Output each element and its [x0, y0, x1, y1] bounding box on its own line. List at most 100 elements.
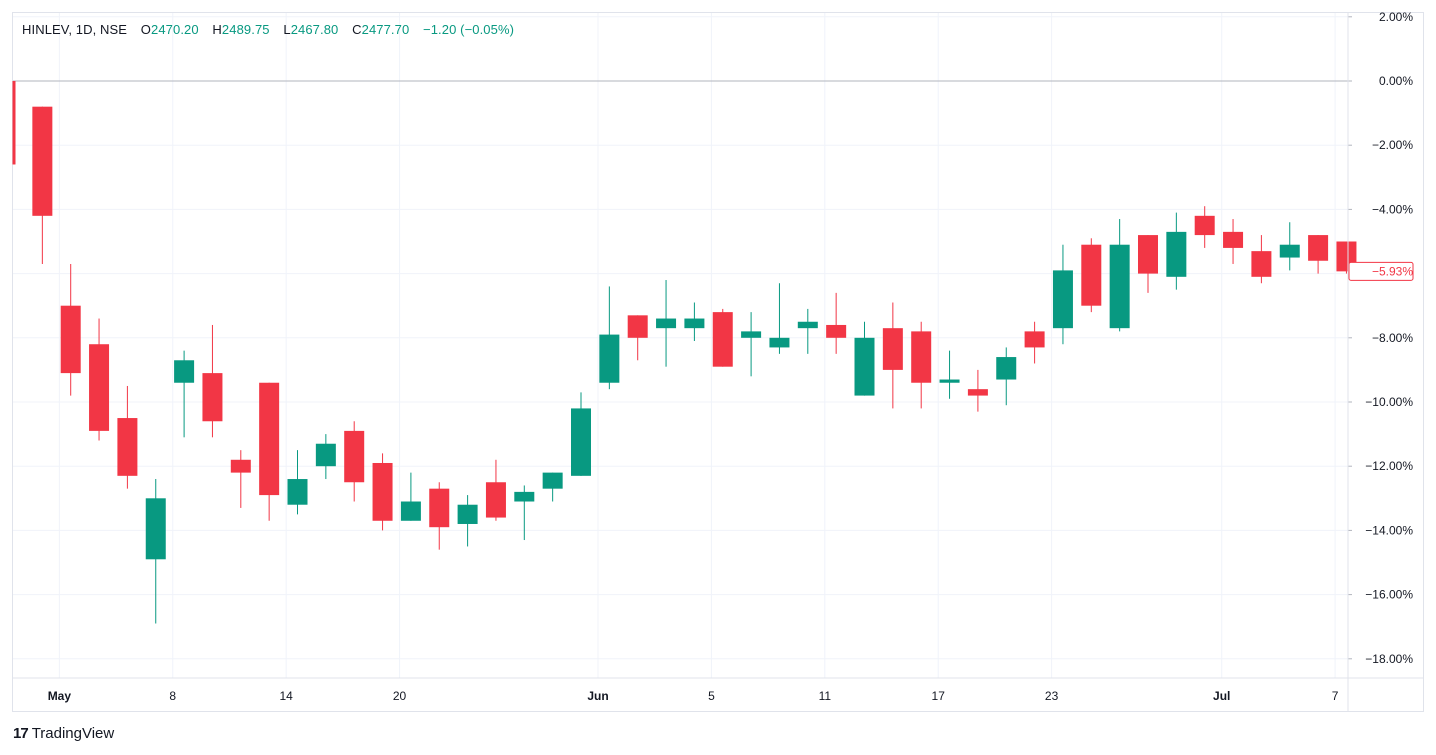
candle-body	[542, 472, 563, 489]
candle-down	[911, 321, 932, 409]
y-tick-label: 2.00%	[1379, 10, 1413, 24]
last-value-label: −5.93%	[1372, 264, 1413, 278]
tradingview-brand[interactable]: 17 TradingView	[13, 725, 114, 742]
candle-body	[797, 321, 818, 329]
time-axis: May 8 14 20 Jun 5 11 17 23 Jul 7	[13, 677, 1423, 703]
high-value: 2489.75	[221, 22, 270, 37]
candle-body	[1081, 244, 1102, 306]
x-tick-label: 17	[932, 689, 946, 703]
candle-up	[287, 450, 308, 515]
candle-down	[627, 315, 648, 361]
last-value-box	[1348, 261, 1414, 281]
brand-name: TradingView	[31, 725, 115, 742]
candle-up	[939, 350, 960, 399]
candle-body	[826, 324, 847, 338]
candle-down	[202, 324, 223, 438]
candle-up	[854, 321, 875, 396]
candle-body	[911, 331, 932, 383]
candle-body	[627, 315, 648, 338]
candle-body	[32, 106, 53, 216]
candle-body	[1138, 235, 1158, 274]
candle-down	[1223, 219, 1244, 264]
candle-body	[1223, 231, 1244, 248]
candle-body	[1194, 215, 1215, 236]
tradingview-logo-icon: 17	[13, 725, 29, 742]
candle-body	[1052, 270, 1073, 329]
candle-up	[571, 392, 591, 476]
candle-body	[60, 305, 81, 374]
candle-body	[599, 334, 620, 383]
candle-body	[514, 491, 535, 502]
y-tick-label: −18.00%	[1365, 652, 1413, 666]
candle-body	[429, 488, 450, 528]
candle-up	[315, 434, 336, 480]
candle-body	[1251, 251, 1272, 277]
candle-body	[769, 337, 790, 348]
x-tick-label: 14	[279, 689, 293, 703]
candle-up	[1279, 222, 1300, 271]
candle-body	[259, 382, 280, 496]
candle-up	[1109, 219, 1130, 332]
close-value: 2477.70	[361, 22, 410, 37]
candle-down	[259, 382, 280, 521]
candle-body	[571, 408, 591, 476]
y-tick-label: −14.00%	[1365, 523, 1413, 537]
candle-down	[32, 106, 53, 264]
candle-body	[202, 373, 223, 422]
last-value-badge: −5.93%	[1348, 261, 1414, 281]
candle-body	[741, 331, 762, 338]
symbol-name[interactable]: HINLEV, 1D, NSE	[22, 22, 128, 37]
candle-up	[684, 302, 705, 342]
candle-body	[287, 479, 308, 505]
candle-down	[429, 482, 450, 550]
candle-body	[230, 459, 251, 473]
candle-down	[1081, 238, 1102, 313]
x-tick-label: 20	[393, 689, 407, 703]
price-axis: 2.00%0.00%−2.00%−4.00%−6.00%−8.00%−10.00…	[1347, 10, 1413, 712]
y-tick-label: −10.00%	[1365, 395, 1413, 409]
grid-lines	[13, 13, 1348, 678]
candle-up	[797, 308, 818, 354]
x-tick-label: Jul	[1213, 689, 1230, 703]
candle-up	[400, 472, 421, 521]
candle-up	[741, 312, 762, 377]
candle-up	[769, 283, 790, 354]
candle-body	[117, 418, 138, 476]
y-tick-label: −16.00%	[1365, 588, 1413, 602]
change-value: −1.20 (−0.05%)	[423, 22, 515, 37]
candle-down	[1194, 206, 1215, 248]
candle-up	[996, 347, 1017, 406]
candle-down	[117, 385, 138, 489]
open-label: O	[140, 22, 151, 37]
candle-body	[372, 462, 393, 521]
y-tick-label: −12.00%	[1365, 459, 1413, 473]
candle-down	[89, 318, 110, 441]
candle-down	[12, 81, 16, 165]
candle-down	[712, 308, 733, 367]
x-tick-label: Jun	[587, 689, 608, 703]
candle-body	[854, 337, 875, 396]
x-tick-label: 11	[819, 689, 832, 703]
candle-down	[230, 450, 251, 508]
candle-up	[1166, 212, 1187, 290]
candle-body	[684, 318, 705, 329]
y-tick-label: −4.00%	[1372, 202, 1413, 216]
last-value-marker: −5.93%	[1348, 261, 1414, 281]
candle-down	[1308, 235, 1329, 274]
candle-body	[1279, 244, 1300, 258]
open-value: 2470.20	[151, 22, 199, 37]
candle-body	[1166, 231, 1187, 277]
chart-frame[interactable]	[12, 12, 1424, 712]
candle-body	[712, 312, 733, 367]
candle-body	[485, 482, 506, 518]
candle-up	[457, 495, 478, 547]
candle-down	[60, 263, 81, 396]
candle-body	[1308, 235, 1329, 261]
candle-down	[1251, 235, 1272, 284]
low-value: 2467.80	[290, 22, 339, 37]
x-tick-label: May	[48, 689, 72, 703]
candle-down	[882, 302, 903, 409]
candle-body	[174, 360, 195, 383]
candles	[12, 81, 1357, 624]
